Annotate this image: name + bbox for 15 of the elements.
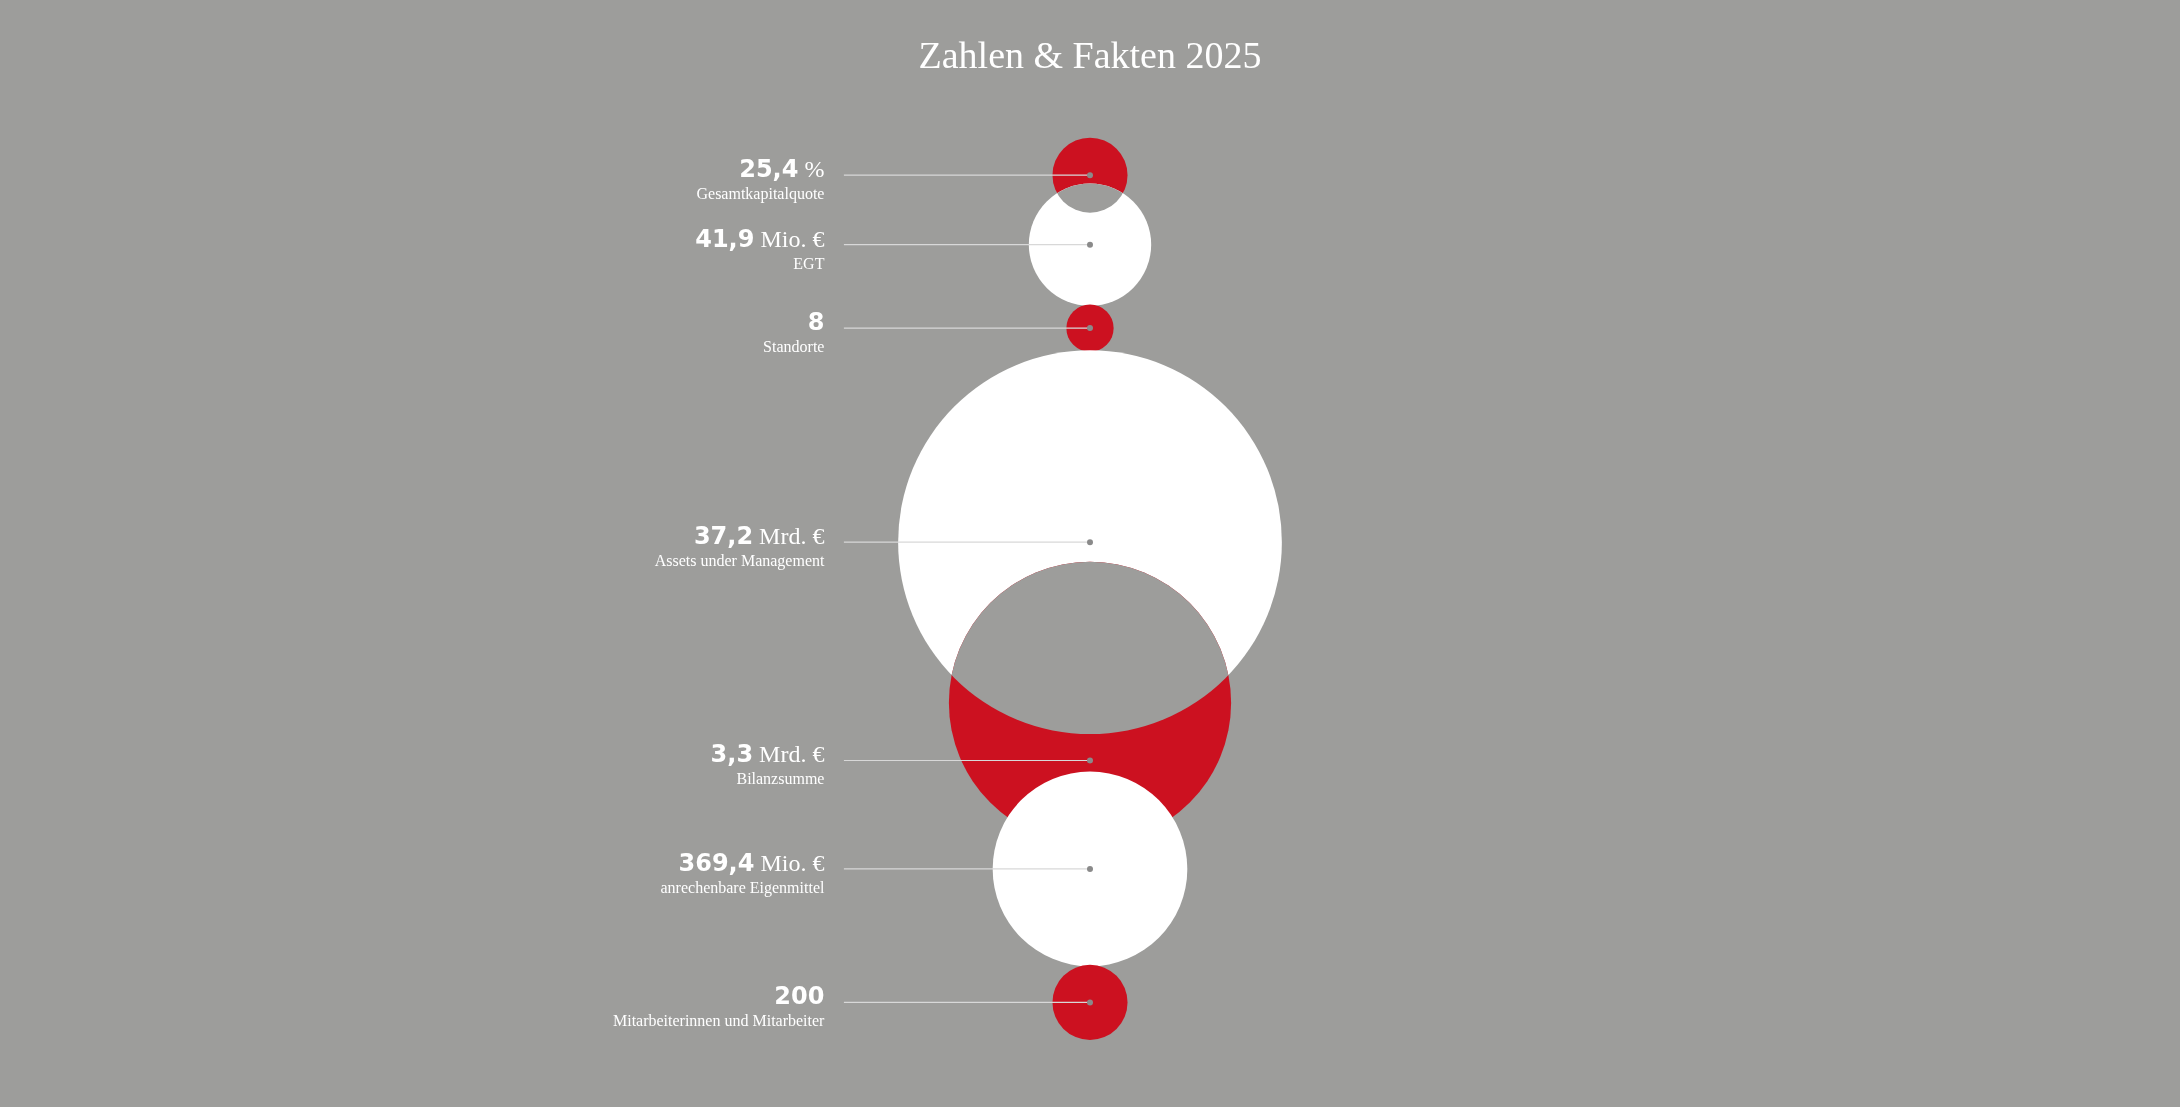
data-label: 200 xyxy=(774,982,825,1011)
data-label: 25,4 % xyxy=(739,155,825,184)
data-label: 41,9 Mio. € xyxy=(695,224,825,253)
category-label: Assets under Management xyxy=(654,552,826,571)
category-label: Standorte xyxy=(763,338,825,356)
category-label: anrechenbare Eigenmittel xyxy=(660,878,825,897)
category-label: Bilanzsumme xyxy=(736,770,825,788)
category-label: Mitarbeiterinnen und Mitarbeiter xyxy=(612,1012,826,1030)
category-label: EGT xyxy=(793,254,825,272)
data-label: 8 xyxy=(807,308,825,337)
category-label: Gesamtkapitalquote xyxy=(696,185,825,204)
data-label: 369,4 Mio. € xyxy=(678,848,825,877)
data-label: 3,3 Mrd. € xyxy=(710,740,825,769)
text: Zahlen & Fakten 2025 xyxy=(918,34,1262,76)
data-label: 37,2 Mrd. € xyxy=(693,522,825,551)
